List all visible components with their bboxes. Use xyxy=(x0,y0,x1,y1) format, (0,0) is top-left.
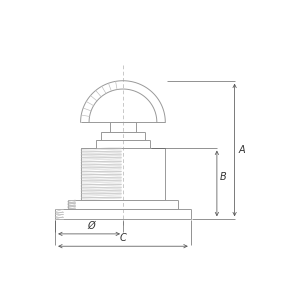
Text: Ø: Ø xyxy=(88,221,95,231)
Text: C: C xyxy=(120,233,126,243)
Text: A: A xyxy=(238,145,245,155)
Text: B: B xyxy=(220,172,227,182)
